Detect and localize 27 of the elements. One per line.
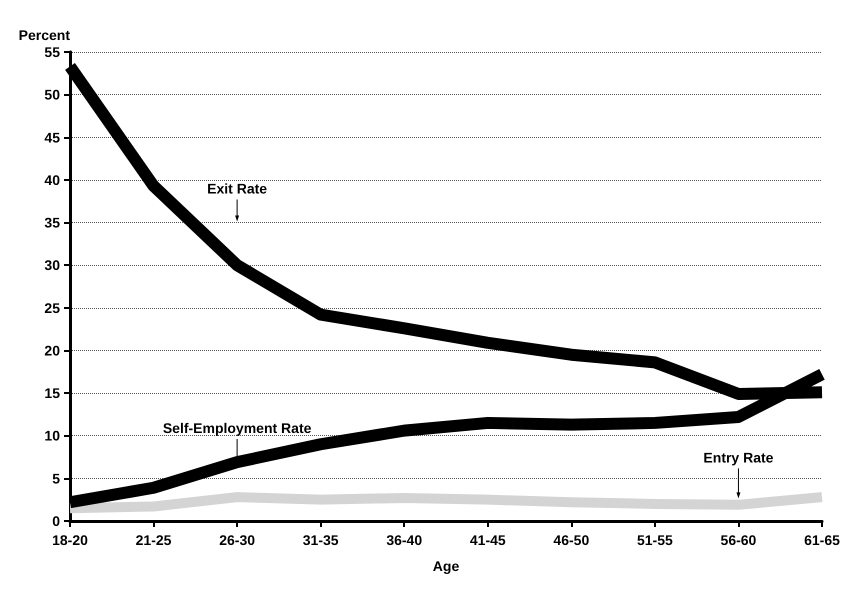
y-tick-label: 45 [44,129,60,146]
x-tick-label: 61-65 [804,532,840,548]
y-tick-label: 5 [52,470,60,486]
x-tick-label: 41-45 [470,532,506,548]
x-tick-label: 21-25 [136,532,172,548]
x-tick-label: 46-50 [553,532,590,548]
y-tick-label: 10 [44,428,60,444]
x-tick-label: 51-55 [636,532,674,548]
y-tick-label: 55 [44,44,60,60]
y-tick-label: 0 [52,513,60,529]
y-tick-label: 25 [44,300,60,316]
text: Exit Rate [207,180,268,196]
y-tick-label: 35 [44,214,60,231]
y-axis-title: Percent [18,27,70,43]
series-label: Self-Employment Rate [162,420,312,436]
x-axis-title: Age [432,558,460,574]
x-tick-label: 36-40 [386,532,422,548]
y-tick-label: 30 [44,257,60,274]
y-tick-label: 15 [44,385,60,402]
y-tick-label: 20 [44,342,60,358]
x-tick-label: 31-35 [302,532,339,548]
y-tick-label: 40 [44,172,60,188]
x-tick-label: 18-20 [52,532,88,548]
y-tick-label: 50 [44,86,60,103]
text: Entry Rate [703,449,774,466]
x-tick-label: 56-60 [720,532,757,548]
x-tick-label: 26-30 [219,532,256,548]
